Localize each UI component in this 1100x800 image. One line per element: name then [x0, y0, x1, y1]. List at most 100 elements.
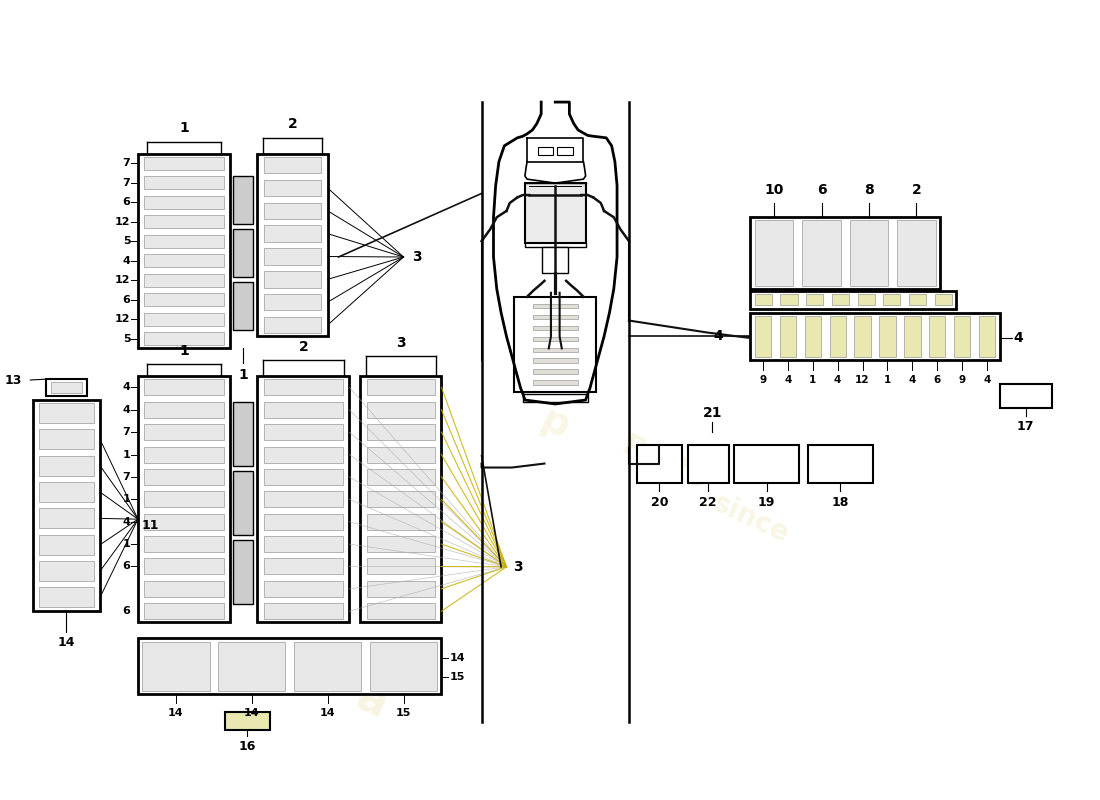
Text: 14: 14 [57, 636, 75, 649]
Bar [366, 558, 434, 574]
Bar [806, 294, 823, 306]
Text: 1: 1 [239, 368, 248, 382]
Bar [264, 294, 321, 310]
Bar [233, 176, 253, 224]
Bar [144, 491, 223, 507]
Text: 15: 15 [396, 708, 411, 718]
Bar [832, 294, 849, 306]
Bar [144, 603, 223, 619]
Bar [144, 215, 223, 229]
Bar [144, 313, 223, 326]
Text: 10: 10 [764, 183, 784, 198]
Bar [935, 294, 952, 306]
Text: 2: 2 [912, 183, 921, 198]
Bar [40, 403, 94, 423]
Bar [33, 400, 100, 610]
Bar [144, 536, 223, 552]
Bar [366, 424, 434, 440]
Text: 13: 13 [4, 374, 22, 386]
Text: 2: 2 [287, 118, 297, 131]
Text: 1: 1 [122, 539, 131, 549]
Bar [264, 180, 321, 196]
Text: 21: 21 [703, 406, 723, 420]
Text: 6: 6 [122, 294, 131, 305]
Text: 4: 4 [122, 517, 131, 526]
Bar [264, 491, 343, 507]
Bar [144, 379, 223, 395]
Bar [264, 402, 343, 418]
Bar [144, 157, 223, 170]
Bar [979, 316, 996, 357]
Bar [750, 291, 956, 309]
Bar [264, 202, 321, 219]
Text: a: a [349, 676, 394, 728]
Bar [40, 587, 94, 607]
Bar [224, 712, 271, 730]
Text: 3: 3 [396, 336, 406, 350]
Bar [264, 558, 343, 574]
Bar [264, 157, 321, 174]
Text: 12: 12 [856, 374, 870, 385]
Text: 5: 5 [123, 236, 131, 246]
Text: 3: 3 [513, 560, 522, 574]
Bar [366, 379, 434, 395]
Bar [264, 469, 343, 485]
Text: 4: 4 [122, 382, 131, 392]
Bar [144, 196, 223, 209]
Bar [558, 147, 573, 155]
Text: p: p [535, 401, 576, 447]
Bar [257, 154, 328, 337]
Bar [637, 446, 682, 483]
Text: 14: 14 [320, 708, 336, 718]
Bar [855, 316, 871, 357]
Bar [264, 536, 343, 552]
Bar [883, 294, 901, 306]
Bar [829, 316, 846, 357]
Bar [264, 379, 343, 395]
Text: 4: 4 [122, 405, 131, 414]
Bar [755, 294, 772, 306]
Bar [264, 581, 343, 597]
Bar [802, 221, 840, 286]
Bar [366, 603, 434, 619]
Bar [954, 316, 970, 357]
Text: 1: 1 [122, 494, 131, 504]
Text: 14: 14 [168, 708, 184, 718]
Bar [40, 534, 94, 554]
Bar [858, 294, 874, 306]
Bar [526, 301, 584, 388]
Bar [144, 514, 223, 530]
Bar [755, 221, 793, 286]
Bar [755, 316, 771, 357]
Bar [257, 376, 350, 622]
Bar [264, 271, 321, 287]
Bar [138, 154, 230, 348]
Bar [879, 316, 895, 357]
Text: Parts: Parts [617, 431, 711, 496]
Bar [532, 337, 578, 342]
Bar [532, 380, 578, 385]
Text: 4: 4 [122, 256, 131, 266]
Text: 4: 4 [983, 374, 991, 385]
Bar [52, 382, 81, 393]
Bar [904, 316, 921, 357]
Text: 22: 22 [700, 496, 717, 509]
Bar [804, 316, 821, 357]
Bar [264, 424, 343, 440]
Bar [218, 642, 285, 690]
Text: 1: 1 [122, 450, 131, 459]
Bar [144, 254, 223, 267]
Bar [360, 376, 441, 622]
Text: 5: 5 [123, 334, 131, 344]
Text: 1: 1 [179, 122, 189, 135]
Bar [46, 378, 87, 396]
Bar [40, 509, 94, 529]
Bar [366, 536, 434, 552]
Text: 1: 1 [179, 344, 189, 358]
Text: 4: 4 [784, 374, 792, 385]
Text: 4: 4 [1014, 331, 1023, 345]
Bar [144, 234, 223, 248]
Text: 6: 6 [816, 183, 826, 198]
Text: 4: 4 [909, 374, 916, 385]
Bar [144, 176, 223, 190]
